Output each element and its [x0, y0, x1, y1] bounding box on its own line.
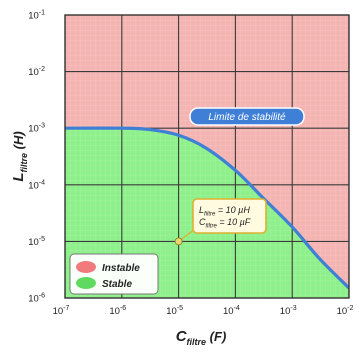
x-tick-label: 10-3	[280, 305, 297, 317]
stability-limit-label-text: Limite de stabilité	[208, 112, 286, 123]
x-tick-label: 10-5	[166, 305, 183, 317]
x-axis-label: Cfiltre (F)	[176, 328, 227, 347]
y-axis-label: Lfiltre (H)	[10, 131, 29, 181]
legend: Instable Stable	[69, 253, 159, 295]
y-tick-label: 10-1	[28, 10, 45, 22]
operating-point-marker	[174, 237, 183, 246]
legend-swatch-instable	[76, 261, 96, 273]
y-tick-label: 10-2	[28, 66, 45, 78]
operating-point-label-line: Cfiltre = 10 µF	[199, 217, 251, 230]
x-tick-label: 10-7	[53, 305, 70, 317]
y-tick-label: 10-3	[28, 123, 45, 135]
y-tick-label: 10-4	[28, 179, 45, 191]
operating-point-label-line: Lfiltre = 10 µH	[199, 205, 250, 218]
stability-limit-label-bg	[189, 107, 305, 126]
legend-swatch-stable	[76, 277, 96, 289]
plot-frame	[64, 14, 350, 299]
y-tick-label: 10-5	[28, 236, 45, 248]
minor-grid	[65, 15, 349, 298]
y-tick-label: 10-6	[28, 293, 45, 305]
stability-limit-label: Limite de stabilité	[189, 107, 305, 126]
stability-boundary-line	[65, 126, 349, 290]
x-tick-label: 10-4	[223, 305, 240, 317]
legend-label-instable: Instable	[102, 263, 140, 274]
operating-point-label-bg	[192, 198, 267, 234]
x-tick-label: 10-2	[337, 305, 354, 317]
x-tick-label: 10-6	[109, 305, 126, 317]
legend-label-stable: Stable	[102, 279, 132, 290]
